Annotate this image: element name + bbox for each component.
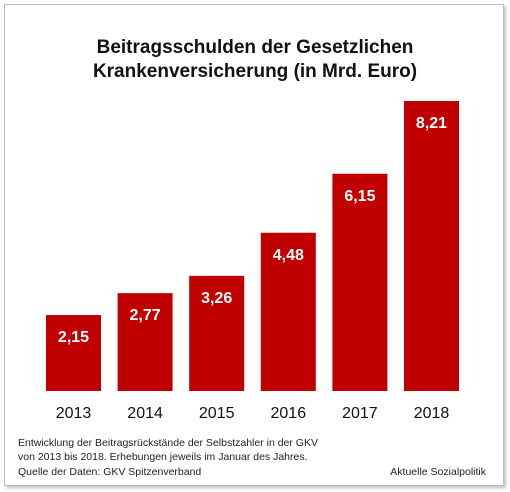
bar-2016 — [260, 232, 316, 391]
chart-title-line2: Krankenversicherung (in Mrd. Euro) — [92, 61, 418, 82]
value-label-2017: 6,15 — [344, 188, 375, 205]
value-label-2018: 8,21 — [416, 115, 447, 132]
value-label-2013: 2,15 — [58, 329, 89, 346]
x-tick-label-2014: 2014 — [127, 405, 163, 422]
x-tick-label-2016: 2016 — [271, 405, 307, 422]
value-label-2016: 4,48 — [273, 247, 304, 264]
bar-2015 — [189, 275, 245, 391]
x-tick-label-2013: 2013 — [56, 405, 92, 422]
bar-2017 — [332, 173, 388, 391]
bar-2014 — [117, 293, 173, 391]
chart-title-line1: Beitragsschulden der Gesetzlichen — [96, 37, 414, 58]
footnote-line2: von 2013 bis 2018. Erhebungen jeweils im… — [18, 451, 308, 463]
x-tick-label-2017: 2017 — [342, 405, 378, 422]
footnote-source: Quelle der Daten: GKV Spitzenverband — [18, 466, 202, 478]
value-label-2015: 3,26 — [201, 290, 232, 307]
x-tick-label-2015: 2015 — [199, 405, 235, 422]
bar-2018 — [404, 101, 459, 391]
x-tick-label-2018: 2018 — [414, 405, 450, 422]
bar-2013 — [46, 315, 101, 391]
value-label-2014: 2,77 — [130, 307, 161, 324]
footnote-line1: Entwicklung der Beitragsrückstände der S… — [18, 437, 318, 449]
brand-label: Aktuelle Sozialpolitik — [390, 466, 486, 478]
